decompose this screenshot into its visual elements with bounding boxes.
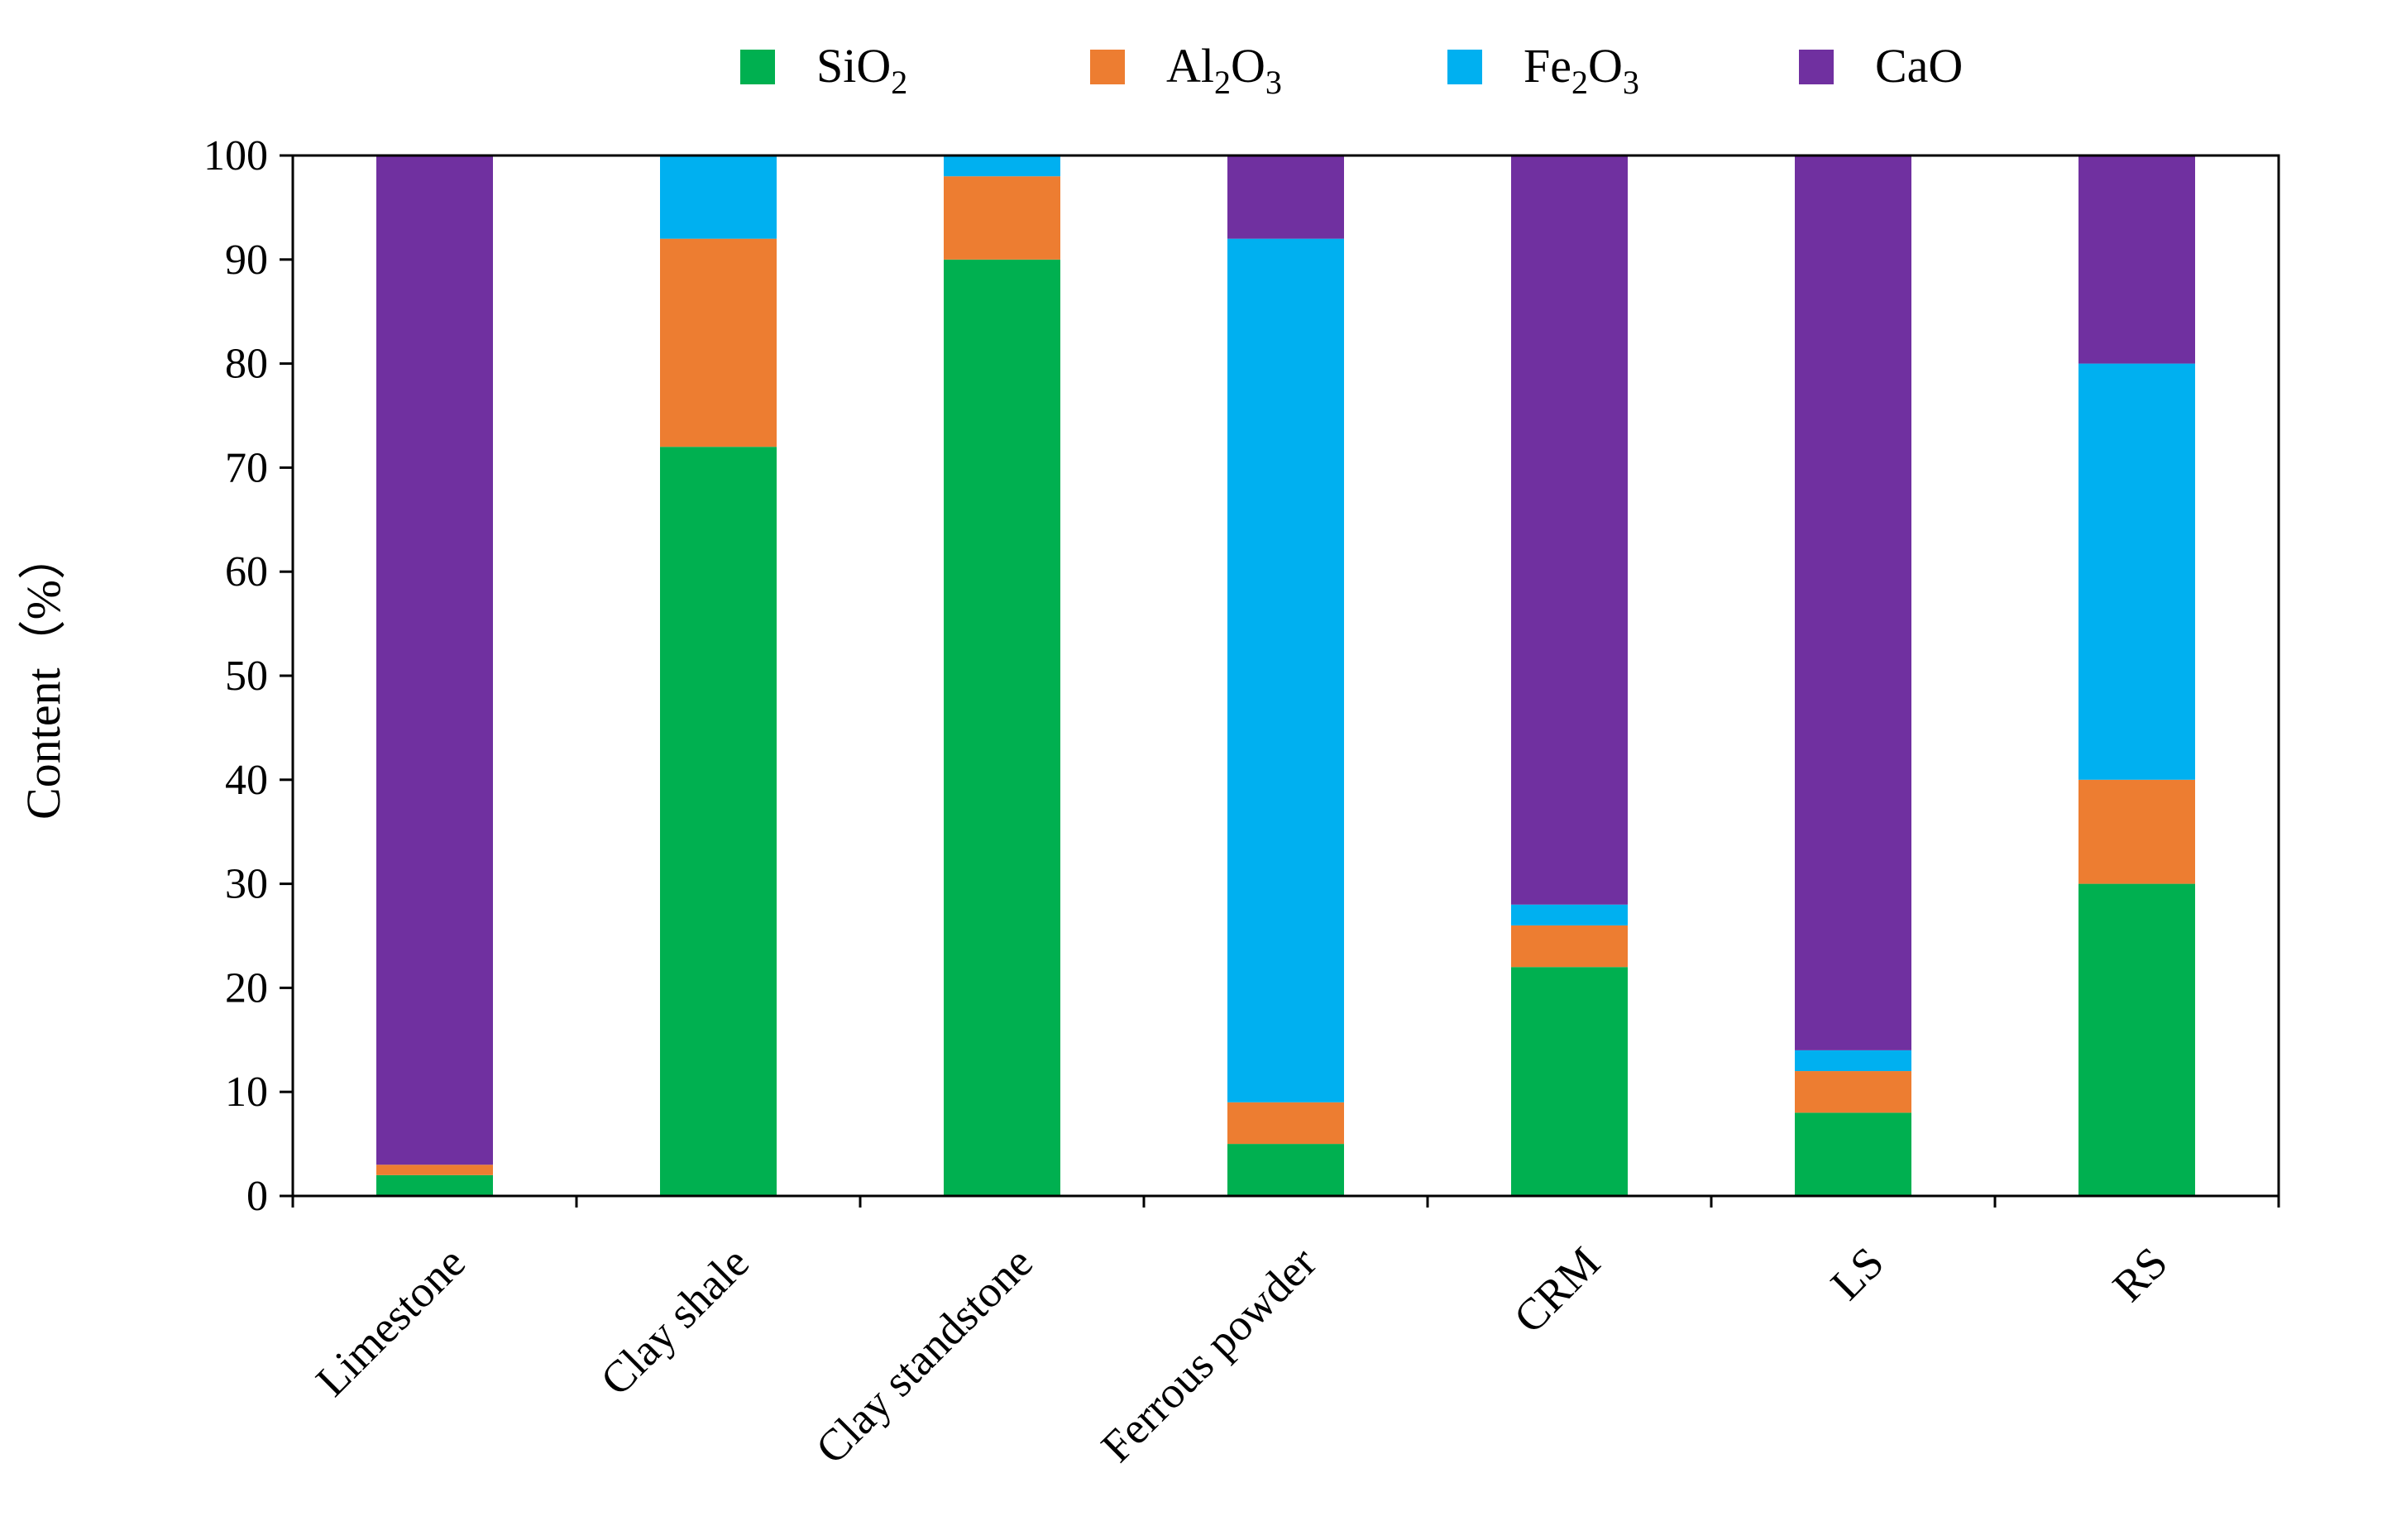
bar-sio2-clay-shale	[660, 447, 777, 1196]
legend-swatch-fe2o3	[1447, 50, 1482, 84]
bar-al2o3-rs	[2078, 779, 2195, 884]
bar-sio2-ferrous-powder	[1227, 1144, 1344, 1196]
legend-label-fe2o3: Fe2O3	[1524, 39, 1639, 101]
y-tick-label: 40	[225, 757, 268, 804]
y-tick-label: 80	[225, 341, 268, 388]
bar-cao-ferrous-powder	[1227, 155, 1344, 239]
bar-cao-limestone	[376, 155, 493, 1165]
legend-swatch-cao	[1799, 50, 1834, 84]
legend-swatch-sio2	[740, 50, 775, 84]
bar-al2o3-limestone	[376, 1165, 493, 1175]
y-tick-label: 50	[225, 653, 268, 700]
bar-sio2-rs	[2078, 883, 2195, 1196]
legend-label-cao: CaO	[1875, 39, 1963, 93]
bar-al2o3-ls	[1795, 1071, 1911, 1113]
legend-label-al2o3: Al2O3	[1166, 39, 1282, 101]
bar-sio2-clay-standstone	[944, 259, 1060, 1196]
x-tick-label-crm: CRM	[1504, 1237, 1610, 1342]
bar-fe2o3-clay-standstone	[944, 155, 1060, 177]
bar-fe2o3-crm	[1511, 904, 1628, 925]
y-tick-label: 20	[225, 964, 268, 1012]
bar-cao-rs	[2078, 155, 2195, 364]
x-axis: Limestone Clay shale Clay standstone Ferrou…	[291, 1196, 2280, 1473]
legend: SiO2 Al2O3 Fe2O3 CaO	[740, 39, 1963, 101]
x-tick-label-rs: RS	[2103, 1237, 2177, 1311]
legend-swatch-al2o3	[1090, 50, 1125, 84]
x-tick-label-limestone: Limestone	[306, 1237, 475, 1406]
bar-al2o3-clay-shale	[660, 238, 777, 447]
bar-sio2-ls	[1795, 1112, 1911, 1196]
y-tick-label: 70	[225, 444, 268, 491]
y-tick-label: 10	[225, 1069, 268, 1116]
x-tick-label-ls: LS	[1821, 1237, 1893, 1309]
bar-sio2-limestone	[376, 1174, 493, 1196]
bar-sio2-crm	[1511, 967, 1628, 1196]
bar-al2o3-clay-standstone	[944, 176, 1060, 260]
x-tick-label-clay-shale: Clay shale	[591, 1237, 758, 1405]
y-tick-label: 30	[225, 861, 268, 908]
bars	[376, 155, 2195, 1196]
x-tick-label-clay-standstone: Clay standstone	[806, 1237, 1042, 1473]
bar-al2o3-crm	[1511, 925, 1628, 968]
y-axis-label: Content（%）	[17, 532, 70, 820]
bar-fe2o3-ls	[1795, 1050, 1911, 1072]
bar-fe2o3-ferrous-powder	[1227, 238, 1344, 1102]
y-tick-label: 60	[225, 548, 268, 595]
bar-fe2o3-clay-shale	[660, 155, 777, 239]
legend-label-sio2: SiO2	[816, 39, 907, 101]
y-axis: 0 10 20 30 40 50 60 70 80 90 100	[203, 132, 293, 1220]
x-tick-label-ferrous-powder: Ferrous powder	[1092, 1237, 1326, 1471]
bar-cao-ls	[1795, 155, 1911, 1050]
y-tick-label: 0	[246, 1173, 268, 1220]
bar-fe2o3-rs	[2078, 363, 2195, 780]
y-tick-label: 90	[225, 237, 268, 284]
bar-al2o3-ferrous-powder	[1227, 1102, 1344, 1145]
y-tick-label: 100	[203, 132, 268, 179]
bar-cao-crm	[1511, 155, 1628, 905]
